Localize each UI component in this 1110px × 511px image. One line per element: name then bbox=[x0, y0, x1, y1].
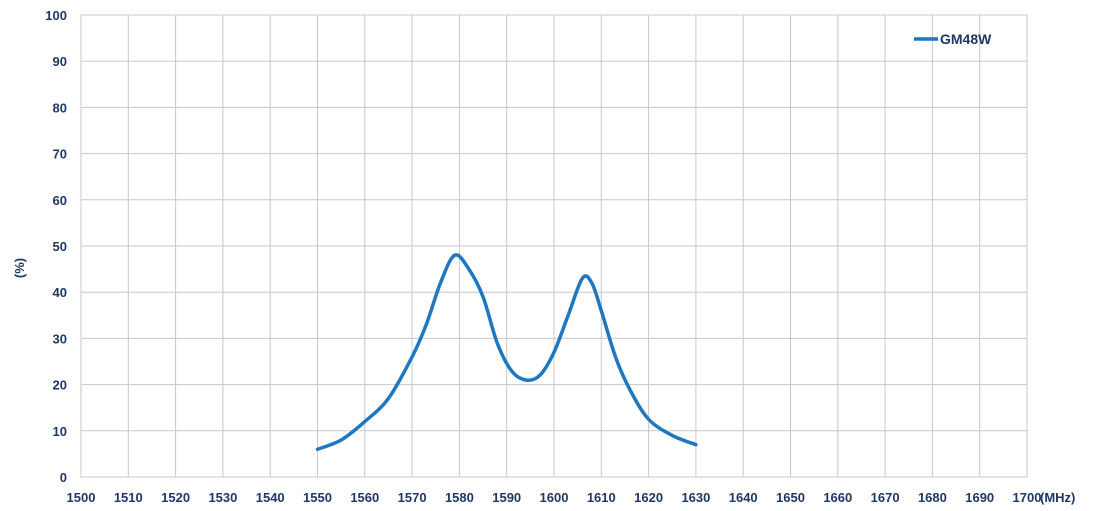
x-tick-label: 1600 bbox=[540, 490, 569, 505]
y-tick-label: 40 bbox=[53, 285, 67, 300]
y-tick-label: 80 bbox=[53, 100, 67, 115]
x-tick-label: 1630 bbox=[681, 490, 710, 505]
x-axis-unit: (MHz) bbox=[1040, 490, 1075, 505]
x-tick-label: 1540 bbox=[256, 490, 285, 505]
y-tick-label: 30 bbox=[53, 331, 67, 346]
y-tick-label: 0 bbox=[60, 470, 67, 485]
y-tick-label: 70 bbox=[53, 147, 67, 162]
y-tick-labels: 0 10 20 30 40 50 60 70 80 90 100 bbox=[45, 8, 67, 485]
y-tick-label: 20 bbox=[53, 378, 67, 393]
x-tick-label: 1560 bbox=[350, 490, 379, 505]
y-tick-label: 90 bbox=[53, 54, 67, 69]
y-axis-title: (%) bbox=[12, 258, 27, 278]
y-tick-label: 50 bbox=[53, 239, 67, 254]
x-tick-label: 1690 bbox=[965, 490, 994, 505]
x-tick-label: 1620 bbox=[634, 490, 663, 505]
x-tick-label: 1640 bbox=[729, 490, 758, 505]
legend-label: GM48W bbox=[940, 31, 992, 47]
x-tick-label: 1550 bbox=[303, 490, 332, 505]
x-tick-label: 1680 bbox=[918, 490, 947, 505]
x-tick-label: 1530 bbox=[208, 490, 237, 505]
x-tick-label: 1520 bbox=[161, 490, 190, 505]
x-tick-label: 1510 bbox=[114, 490, 143, 505]
series-line-gm48w bbox=[315, 253, 698, 452]
x-tick-label: 1670 bbox=[871, 490, 900, 505]
x-tick-label: 1610 bbox=[587, 490, 616, 505]
y-tick-label: 60 bbox=[53, 193, 67, 208]
x-tick-label: 1660 bbox=[823, 490, 852, 505]
x-tick-label: 1570 bbox=[398, 490, 427, 505]
x-tick-label: 1700 bbox=[1013, 490, 1042, 505]
legend: GM48W bbox=[914, 31, 992, 47]
x-tick-label: 1590 bbox=[492, 490, 521, 505]
y-tick-label: 10 bbox=[53, 424, 67, 439]
y-tick-label: 100 bbox=[45, 8, 67, 23]
series-layer bbox=[315, 253, 698, 452]
x-tick-labels: 1500 1510 1520 1530 1540 1550 1560 1570 1580 1590… bbox=[67, 490, 1042, 505]
x-tick-label: 1580 bbox=[445, 490, 474, 505]
x-tick-label: 1650 bbox=[776, 490, 805, 505]
x-tick-label: 1500 bbox=[67, 490, 96, 505]
grid bbox=[80, 14, 1028, 478]
